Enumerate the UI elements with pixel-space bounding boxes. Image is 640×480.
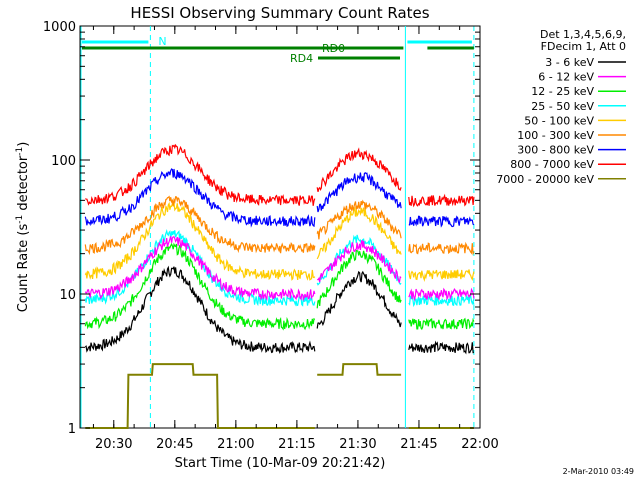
- series-line-1-seg-2: [316, 270, 402, 329]
- chart-title: HESSI Observing Summary Count Rates: [130, 4, 429, 22]
- y-tick-group: 1 10 100 1000: [43, 20, 480, 437]
- y-axis-label-mid: detector: [16, 155, 31, 215]
- series-line-5-seg-1: [84, 201, 316, 281]
- series-line-8-seg-3: [408, 193, 475, 208]
- series-line-7-seg-3: [408, 215, 475, 228]
- series-line-2-seg-1: [84, 236, 316, 302]
- x-tick-group: 20:30 20:45 21:00 21:15 21:30 21:45 22:00: [92, 26, 499, 452]
- series-line-9-seg-1: [85, 363, 315, 429]
- series-line-3-seg-3: [408, 317, 475, 331]
- legend-label: 7000 - 20000 keV: [496, 173, 594, 186]
- series-line-6-seg-1: [84, 195, 316, 256]
- legend-label: 3 - 6 keV: [545, 56, 594, 69]
- y-tick-label: 10: [59, 288, 76, 303]
- y-axis-label: Count Rate (s-1 detector-1): [15, 142, 31, 313]
- x-tick-label: 22:00: [461, 437, 498, 452]
- series-line-1-seg-1: [84, 265, 316, 354]
- series-line-9-seg-2: [317, 363, 402, 376]
- y-tick-label: 100: [51, 154, 76, 169]
- series-group: [84, 143, 475, 429]
- x-tick-label: 21:30: [339, 437, 376, 452]
- legend-label: 800 - 7000 keV: [510, 158, 594, 171]
- y-axis-label-sup1: -1: [15, 215, 25, 224]
- series-line-7-seg-2: [316, 172, 402, 213]
- series-line-3-seg-2: [316, 249, 402, 309]
- legend-label: 12 - 25 keV: [531, 85, 594, 98]
- legend-label: 25 - 50 keV: [531, 100, 594, 113]
- x-tick-label: 21:45: [400, 437, 437, 452]
- series-line-8-seg-2: [316, 147, 402, 192]
- series-line-2-seg-3: [408, 287, 475, 302]
- series-line-5-seg-3: [408, 269, 475, 282]
- legend-label: 300 - 800 keV: [517, 144, 594, 157]
- series-line-1-seg-3: [408, 340, 474, 355]
- legend: Det 1,3,4,5,6,9,FDecim 1, Att 0 3 - 6 keV…: [496, 28, 626, 186]
- series-line-3-seg-1: [84, 242, 316, 331]
- annotation-label-rd4: RD4: [290, 52, 313, 65]
- series-line-7-seg-1: [84, 168, 316, 228]
- x-axis-label: Start Time (10-Mar-09 20:21:42): [175, 456, 386, 471]
- x-tick-label: 21:00: [217, 437, 254, 452]
- series-line-6-seg-2: [316, 199, 402, 240]
- annotation-label-rd0: RD0: [322, 42, 345, 55]
- legend-label: 100 - 300 keV: [517, 129, 594, 142]
- x-tick-label: 20:30: [95, 437, 132, 452]
- annotation-group: N RD0 RD4: [80, 26, 475, 428]
- y-tick-label: 1: [68, 422, 76, 437]
- series-line-4-seg-1: [84, 229, 316, 307]
- legend-label: 6 - 12 keV: [538, 71, 594, 84]
- series-line-2-seg-2: [316, 239, 402, 283]
- y-axis-label-main: Count Rate (s: [16, 224, 31, 313]
- y-axis-label-sup2: -1: [15, 147, 25, 156]
- x-tick-label: 21:15: [278, 437, 315, 452]
- legend-label: 50 - 100 keV: [524, 114, 594, 127]
- legend-header-line: Det 1,3,4,5,6,9,: [540, 28, 626, 41]
- footer-timestamp: 2-Mar-2010 03:49: [563, 467, 634, 476]
- y-tick-label: 1000: [43, 20, 76, 35]
- legend-header-line: FDecim 1, Att 0: [541, 40, 626, 53]
- series-line-8-seg-1: [84, 143, 316, 206]
- x-tick-label: 20:45: [156, 437, 193, 452]
- series-line-4-seg-3: [408, 293, 475, 308]
- series-line-6-seg-3: [408, 241, 475, 256]
- series-line-5-seg-2: [316, 206, 402, 260]
- annotation-label-n: N: [158, 35, 166, 48]
- y-axis-label-end: ): [16, 142, 31, 147]
